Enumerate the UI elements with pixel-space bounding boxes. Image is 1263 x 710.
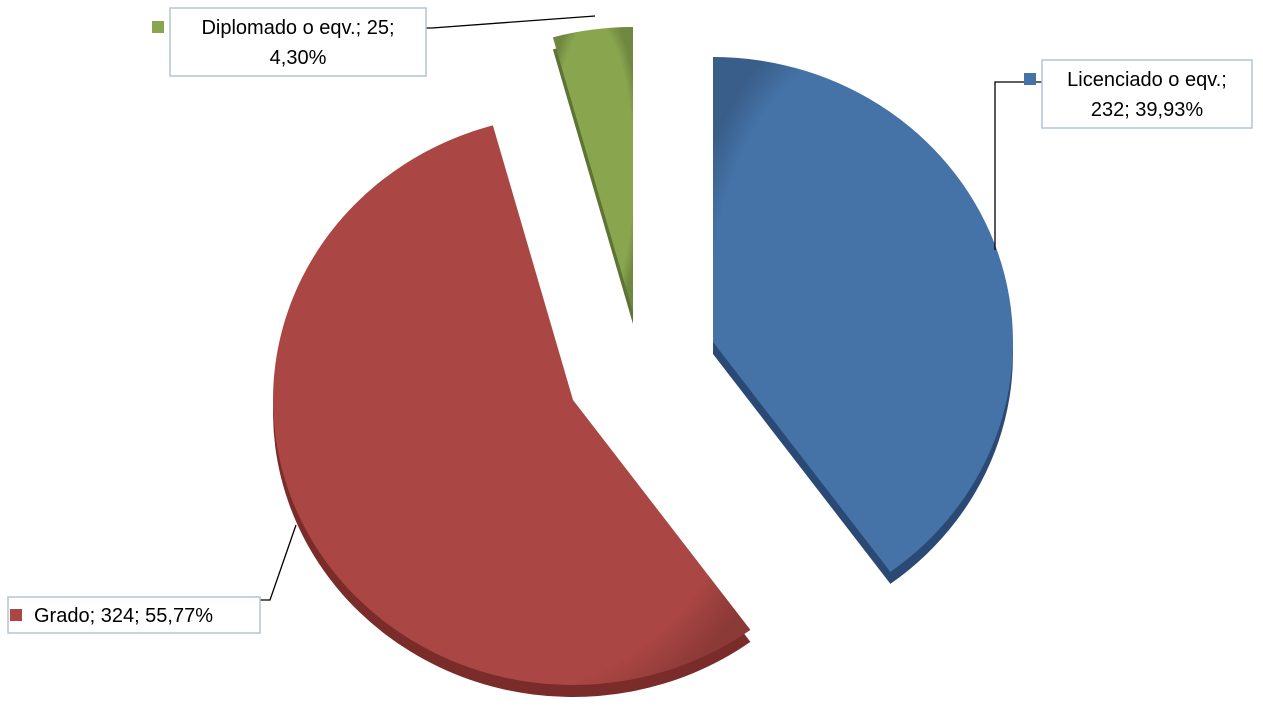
- data-label-grado: Grado; 324; 55,77%: [7, 596, 261, 634]
- data-label-box: [169, 7, 427, 77]
- slice-shade-grado: [273, 125, 751, 686]
- data-label-text: 232; 39,93%: [1091, 99, 1204, 121]
- legend-key-grado: [10, 609, 22, 621]
- data-label-text: Grado; 324; 55,77%: [34, 605, 213, 627]
- data-label-diplomado-o-eqv: Diplomado o eqv.; 25; 4,30%: [152, 7, 427, 77]
- data-label-box: [7, 596, 261, 634]
- data-label-text: Diplomado o eqv.; 25;: [201, 17, 394, 39]
- slice-shade-licenciado-o-eqv: [713, 57, 1014, 572]
- data-labels-layer: Licenciado o eqv.; 232; 39,93% Grado; 324;…: [7, 7, 1253, 634]
- data-label-text: 4,30%: [270, 47, 327, 69]
- data-label-licenciado-o-eqv: Licenciado o eqv.; 232; 39,93%: [1024, 59, 1253, 129]
- legend-key-licenciado-o-eqv: [1024, 73, 1036, 85]
- leader-line-diplomado-o-eqv: [426, 15, 596, 29]
- data-label-box: [1041, 59, 1253, 129]
- legend-key-diplomado-o-eqv: [152, 21, 164, 33]
- slice-shade-diplomado-o-eqv: [552, 27, 633, 312]
- leader-line-grado: [260, 524, 297, 601]
- slices-layer: [273, 27, 1014, 686]
- leader-line-licenciado-o-eqv: [994, 81, 1042, 250]
- data-label-text: Licenciado o eqv.;: [1067, 69, 1227, 91]
